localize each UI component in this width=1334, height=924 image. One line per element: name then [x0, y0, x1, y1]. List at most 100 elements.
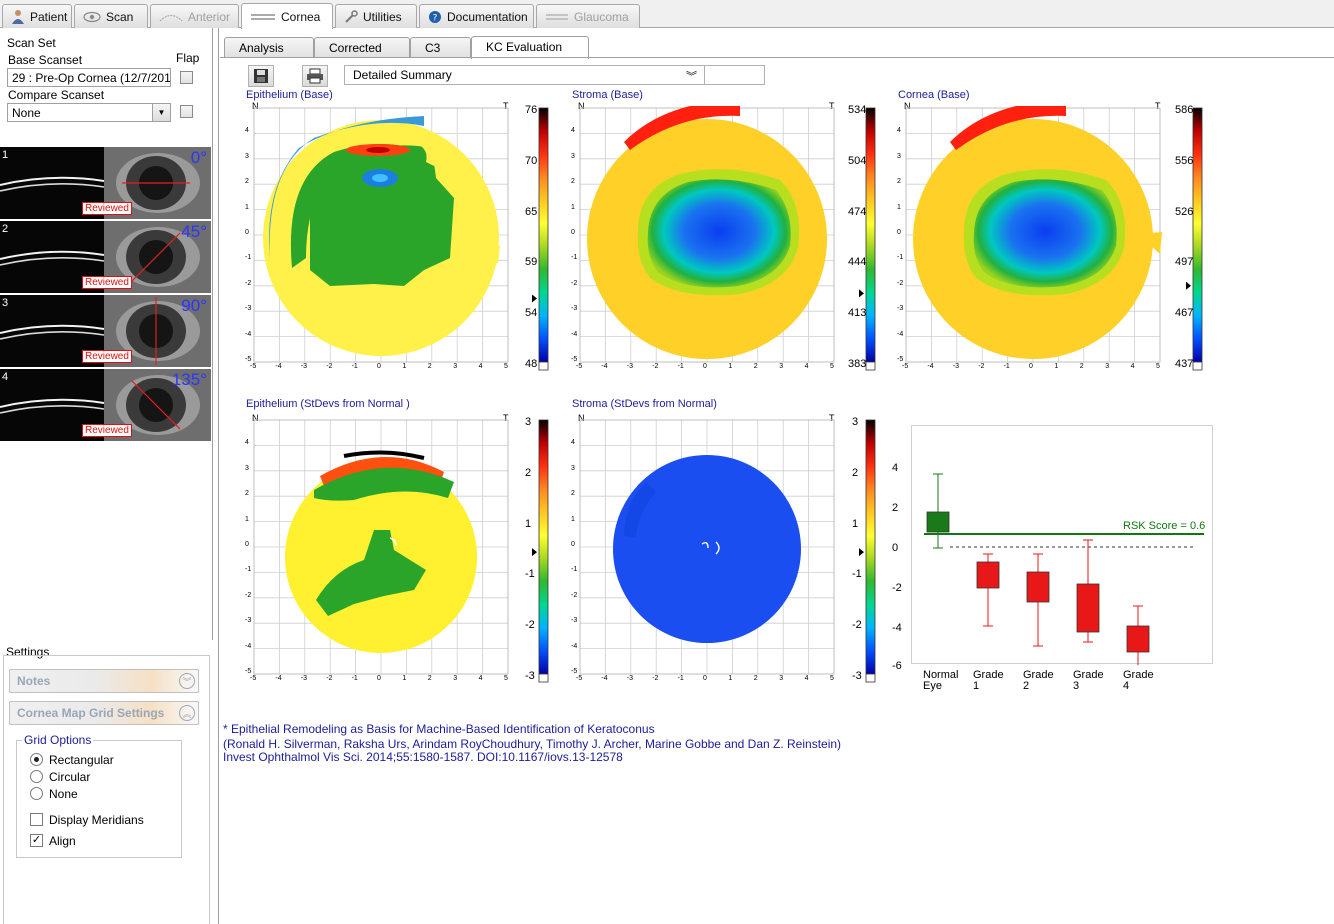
subtab-kc-evaluation[interactable]: KC Evaluation	[471, 36, 589, 59]
map-y-tick: 1	[897, 203, 901, 211]
compare-checkbox[interactable]	[180, 105, 193, 118]
radio-none[interactable]	[30, 787, 43, 800]
subtab-analysis[interactable]: Analysis	[224, 37, 314, 58]
axis-n-label: N	[252, 413, 259, 423]
tab-utilities[interactable]: Utilities	[335, 4, 417, 28]
map-y-tick: 2	[245, 178, 249, 186]
summary-select[interactable]: Detailed Summary ︾	[344, 65, 706, 85]
map-x-tick: 4	[478, 363, 483, 370]
compare-scanset-label: Compare Scanset	[8, 88, 105, 102]
base-scanset-field[interactable]: 29 : Pre-Op Cornea (12/7/2018)	[7, 68, 171, 87]
rsk-y-tick: 0	[892, 542, 899, 554]
grid-settings-panel-header[interactable]: Cornea Map Grid Settings ︽	[9, 701, 199, 725]
map-y-tick: -3	[245, 617, 252, 625]
scan-thumbnail-3[interactable]: 3 90° Reviewed	[0, 295, 211, 367]
svg-text:?: ?	[433, 13, 438, 23]
scan-thumbnail-1[interactable]: 1 0° Reviewed	[0, 147, 211, 219]
compare-scanset-select[interactable]: None ▼	[7, 103, 171, 122]
cornea-base-map[interactable]	[896, 102, 1170, 376]
tab-anterior-label: Anterior	[188, 9, 231, 24]
map-x-tick: 0	[703, 675, 707, 682]
color-scale-label: 48	[525, 358, 538, 370]
color-scale-label: 1	[852, 517, 859, 530]
rsk-box	[926, 511, 950, 533]
map-x-tick: -4	[275, 363, 282, 370]
tab-glaucoma[interactable]: Glaucoma	[536, 4, 640, 28]
chevron-down-icon[interactable]: ︾	[179, 673, 195, 689]
tab-utilities-label: Utilities	[363, 9, 402, 24]
scan-thumbnail-4[interactable]: 4 135° Reviewed	[0, 369, 211, 441]
tab-documentation[interactable]: ? Documentation	[419, 4, 534, 28]
map-x-tick: 3	[1105, 363, 1110, 370]
map-y-tick: 0	[571, 229, 575, 236]
map-x-tick: 4	[478, 675, 483, 682]
map-y-tick: -3	[897, 305, 904, 313]
map-y-tick: 3	[897, 152, 901, 160]
map-x-tick: 1	[402, 363, 407, 370]
map-title: Epithelium (StDevs from Normal )	[246, 398, 410, 410]
epithelium-stdev-map[interactable]	[244, 414, 518, 688]
rsk-score-chart	[911, 425, 1213, 665]
color-scale-label: 497	[1175, 256, 1194, 269]
color-scale-label: -1	[852, 568, 862, 581]
map-y-tick: 0	[897, 229, 901, 236]
tab-glaucoma-label: Glaucoma	[574, 9, 629, 24]
stroma-stdev-map[interactable]	[570, 414, 844, 688]
subtab-corrected[interactable]: Corrected	[314, 37, 410, 58]
tab-scan[interactable]: Scan	[74, 4, 148, 28]
print-button[interactable]	[302, 65, 328, 87]
color-scale-bar	[532, 419, 549, 683]
subtab-c3[interactable]: C3	[410, 37, 471, 58]
map-y-tick: 0	[245, 541, 249, 548]
display-meridians-checkbox[interactable]	[30, 813, 43, 826]
wrench-icon	[345, 9, 358, 23]
tab-anterior[interactable]: Anterior	[150, 4, 239, 28]
flap-checkbox[interactable]	[180, 71, 193, 84]
map-x-tick: -5	[902, 363, 909, 370]
chevron-up-icon[interactable]: ︽	[179, 705, 195, 721]
map-y-tick: 3	[245, 464, 249, 472]
map-y-tick: -1	[245, 254, 252, 262]
epithelium-base-map[interactable]	[244, 102, 518, 376]
color-scale-bar	[859, 107, 876, 371]
map-y-tick: -4	[897, 330, 904, 338]
scan-number: 3	[2, 297, 9, 309]
align-checkbox[interactable]: ✓	[30, 834, 43, 847]
map-x-tick: 0	[1029, 363, 1033, 370]
radio-circular[interactable]	[30, 770, 43, 783]
map-y-tick: 4	[245, 127, 249, 135]
rsk-y-tick: -4	[892, 622, 902, 634]
stroma-base-map[interactable]	[570, 102, 844, 376]
notes-panel-header[interactable]: Notes ︾	[9, 669, 199, 693]
map-y-tick: 0	[245, 229, 249, 236]
color-scale-label: 556	[1175, 154, 1194, 167]
map-x-tick: 3	[453, 363, 458, 370]
reference-authors: (Ronald H. Silverman, Raksha Urs, Arinda…	[223, 737, 842, 751]
chevron-down-icon[interactable]: ▼	[152, 104, 170, 121]
map-x-tick: -5	[576, 675, 583, 682]
color-scale-label: 1	[525, 517, 532, 530]
map-x-tick: 2	[1079, 363, 1084, 370]
map-x-tick: -4	[275, 675, 282, 682]
map-y-tick: -4	[571, 642, 578, 650]
map-x-tick: -1	[351, 363, 358, 370]
map-title: Stroma (Base)	[572, 89, 643, 101]
map-x-tick: -3	[626, 363, 634, 370]
map-y-tick: -5	[897, 356, 904, 363]
rsk-category-label: Grade 3	[1073, 669, 1104, 692]
scan-thumbnail-2[interactable]: 2 45° Reviewed	[0, 221, 211, 293]
axis-t-label: T	[503, 413, 509, 423]
tab-cornea[interactable]: Cornea	[241, 3, 333, 29]
map-y-tick: -1	[245, 566, 252, 574]
map-x-tick: 0	[703, 363, 707, 370]
value-field[interactable]	[704, 65, 765, 85]
tab-patient[interactable]: Patient	[2, 4, 72, 28]
save-button[interactable]	[248, 65, 274, 87]
map-x-tick: 5	[1156, 363, 1160, 370]
color-scale-label: 534	[848, 104, 867, 116]
map-x-tick: 4	[804, 363, 809, 370]
map-x-tick: -2	[326, 675, 333, 682]
map-y-tick: -5	[571, 668, 578, 675]
radio-rectangular[interactable]	[30, 753, 43, 766]
